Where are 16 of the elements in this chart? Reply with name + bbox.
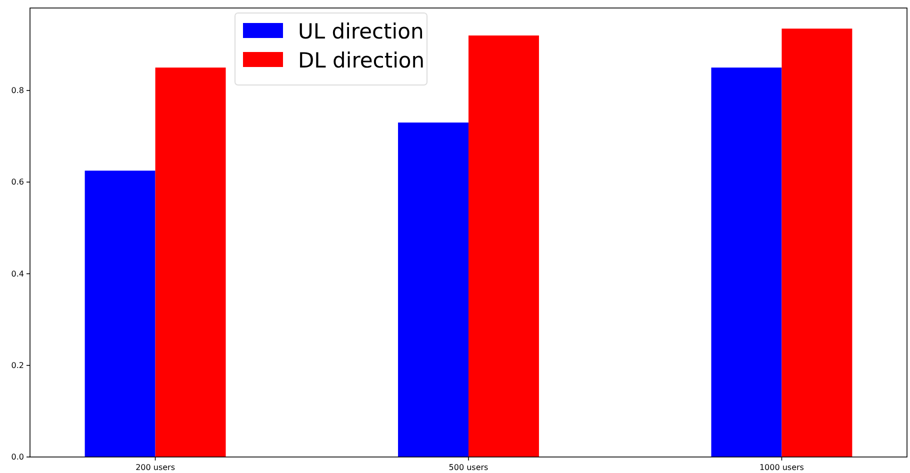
legend-label: DL direction	[298, 48, 425, 72]
legend-label: UL direction	[298, 19, 424, 44]
bar	[711, 68, 782, 457]
y-tick-label: 0.8	[11, 86, 24, 96]
y-tick-label: 0.2	[11, 360, 24, 370]
bar	[468, 35, 539, 457]
x-tick-label: 1000 users	[759, 463, 804, 472]
x-tick-label: 500 users	[448, 463, 488, 472]
bar	[84, 170, 156, 457]
y-tick-label: 0.4	[11, 269, 24, 278]
bar	[398, 122, 468, 457]
y-tick-label: 0.0	[11, 452, 24, 462]
bar	[155, 68, 226, 457]
bar	[782, 28, 852, 457]
x-tick-label: 200 users	[136, 463, 176, 472]
y-tick-label: 0.6	[11, 178, 24, 187]
